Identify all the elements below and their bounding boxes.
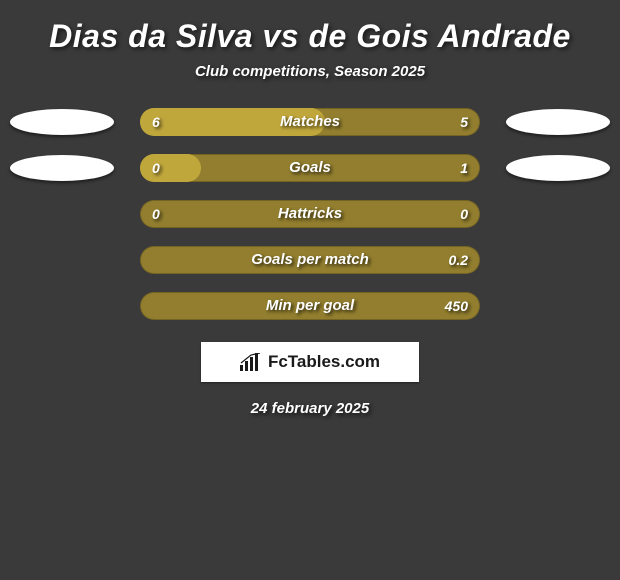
comparison-chart: 6Matches50Goals10Hattricks0Goals per mat…: [0, 108, 620, 320]
page-title: Dias da Silva vs de Gois Andrade: [0, 18, 620, 55]
bar-track: 0Hattricks0: [140, 200, 480, 228]
subtitle: Club competitions, Season 2025: [0, 63, 620, 80]
bar-track: Min per goal450: [140, 292, 480, 320]
stat-value-right: 0: [460, 200, 468, 228]
footer-date: 24 february 2025: [0, 400, 620, 417]
stat-label: Hattricks: [140, 200, 480, 228]
footer-logo: FcTables.com: [201, 342, 419, 382]
logo-text: FcTables.com: [268, 352, 380, 372]
stat-row: 0Goals1: [0, 154, 620, 182]
player-right-avatar: [506, 109, 610, 135]
stat-row: 0Hattricks0: [0, 200, 620, 228]
bar-chart-icon: [240, 353, 262, 371]
bar-track: 0Goals1: [140, 154, 480, 182]
stat-row: 6Matches5: [0, 108, 620, 136]
stat-value-right: 1: [460, 154, 468, 182]
bar-track: Goals per match0.2: [140, 246, 480, 274]
stat-label: Goals: [140, 154, 480, 182]
stat-label: Min per goal: [140, 292, 480, 320]
stat-label: Goals per match: [140, 246, 480, 274]
player-right-avatar: [506, 155, 610, 181]
stat-row: Goals per match0.2: [0, 246, 620, 274]
stat-value-right: 0.2: [449, 246, 468, 274]
stat-value-right: 5: [460, 108, 468, 136]
stat-label: Matches: [140, 108, 480, 136]
bar-track: 6Matches5: [140, 108, 480, 136]
player-left-avatar: [10, 109, 114, 135]
stat-row: Min per goal450: [0, 292, 620, 320]
player-left-avatar: [10, 155, 114, 181]
stat-value-right: 450: [445, 292, 468, 320]
